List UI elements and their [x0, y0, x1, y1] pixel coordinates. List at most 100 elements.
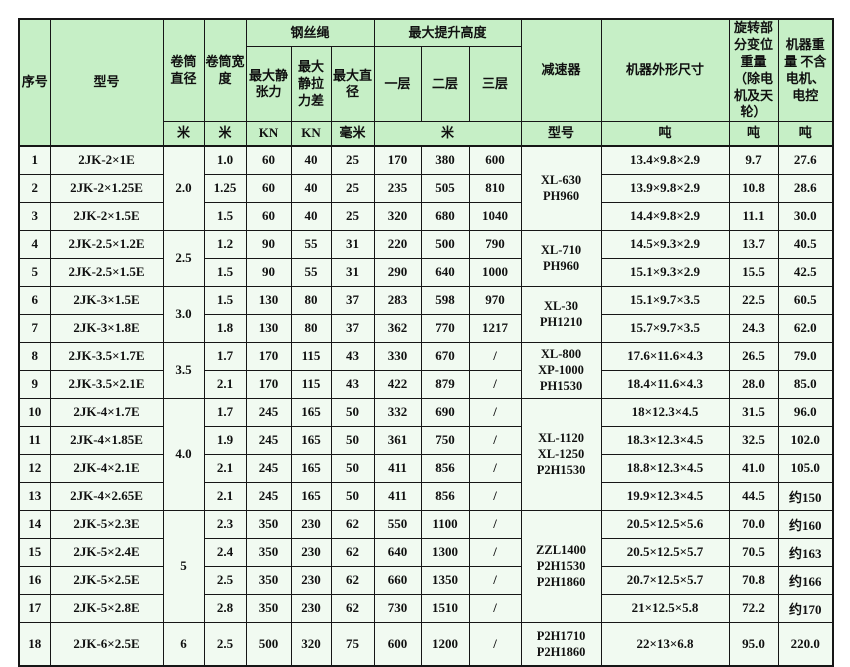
cell-height-layer2: 680	[420, 201, 470, 231]
cell-drum-width: 2.1	[203, 453, 247, 483]
table-row: 14 2JK-5×2.3E 5 2.3 350 230 62 550 1100/ZZL1400 …	[18, 509, 834, 623]
cell-max-rope-diameter: 50	[330, 453, 375, 483]
cell-height-layer2: 640	[420, 257, 470, 287]
cell-dimensions: 20.5×12.5×5.7	[600, 537, 730, 567]
cell-height-layer3: /	[468, 481, 522, 511]
cell-rotating-weight: 9.7	[728, 144, 779, 175]
cell-serial: 17	[18, 593, 51, 623]
cell-height-layer1: 411	[373, 481, 422, 511]
table-row: 17 2JK-5×2.8E 2.8 350 230 62 730 1510/ 21×12.5×5…	[18, 593, 834, 623]
cell-serial: 2	[18, 173, 51, 203]
cell-reducer: XL-800 XP-1000 PH1530	[520, 341, 602, 399]
cell-machine-weight: 约163	[777, 537, 834, 567]
spec-table: 序号 型号 卷筒直径 卷筒宽度 钢丝绳 最大提升高度 减速器 机器外形尺寸 旋转…	[18, 18, 835, 667]
unit-machine-dimensions: 吨	[600, 121, 730, 147]
cell-max-rope-diameter: 43	[330, 369, 375, 399]
header-max-rope-diameter: 最大直径	[330, 46, 375, 123]
cell-rotating-weight: 28.0	[728, 369, 779, 399]
cell-max-tension-diff: 55	[290, 257, 332, 287]
cell-max-rope-diameter: 50	[330, 397, 375, 427]
cell-drum-width: 1.2	[203, 229, 247, 259]
cell-serial: 6	[18, 285, 51, 315]
cell-height-layer3: 790	[468, 229, 522, 259]
header-layer1: 一层	[373, 46, 422, 123]
cell-dimensions: 14.4×9.8×2.9	[600, 201, 730, 231]
cell-model: 2JK-2×1.5E	[49, 201, 164, 231]
cell-rotating-weight: 41.0	[728, 453, 779, 483]
table-header: 序号 型号 卷筒直径 卷筒宽度 钢丝绳 最大提升高度 减速器 机器外形尺寸 旋转…	[18, 18, 834, 147]
cell-drum-width: 2.1	[203, 369, 247, 399]
cell-dimensions: 17.6×11.6×4.3	[600, 341, 730, 371]
table-row: 18 2JK-6×2.5E 6 2.5 500 320 75 600 1200/P2H1710 …	[18, 621, 834, 667]
cell-machine-weight: 85.0	[777, 369, 834, 399]
cell-rotating-weight: 10.8	[728, 173, 779, 203]
cell-drum-diameter: 2.5	[162, 229, 205, 287]
table-row: 11 2JK-4×1.85E 1.9 245 165 50 361 750/ 18.3×12.3…	[18, 425, 834, 455]
table-row: 4 2JK-2.5×1.2E 2.5 1.2 90 55 31 220 500 790 XL-710…	[18, 229, 834, 287]
cell-machine-weight: 40.5	[777, 229, 834, 259]
cell-max-static-tension: 245	[245, 453, 292, 483]
header-max-static-tension: 最大静张力	[245, 46, 292, 123]
unit-drum-width: 米	[203, 121, 247, 147]
table-row: 15 2JK-5×2.4E 2.4 350 230 62 640 1300/ 20.5×12.5…	[18, 537, 834, 567]
cell-machine-weight: 约166	[777, 565, 834, 595]
cell-reducer: XL-1120 XL-1250 P2H1530	[520, 397, 602, 511]
cell-max-rope-diameter: 25	[330, 173, 375, 203]
cell-max-rope-diameter: 31	[330, 257, 375, 287]
cell-machine-weight: 约170	[777, 593, 834, 623]
cell-max-rope-diameter: 37	[330, 285, 375, 315]
unit-machine-weight: 吨	[777, 121, 834, 147]
table-row: 13 2JK-4×2.65E 2.1 245 165 50 411 856/ 19.9×12.3…	[18, 481, 834, 511]
header-layer3: 三层	[468, 46, 522, 123]
cell-serial: 8	[18, 341, 51, 371]
table-row: 16 2JK-5×2.5E 2.5 350 230 62 660 1350/ 20.7×12.5…	[18, 565, 834, 595]
cell-height-layer1: 362	[373, 313, 422, 343]
cell-machine-weight: 约160	[777, 509, 834, 539]
cell-max-tension-diff: 230	[290, 509, 332, 539]
header-group-row: 序号 型号 卷筒直径 卷筒宽度 钢丝绳 最大提升高度 减速器 机器外形尺寸 旋转…	[18, 18, 834, 147]
cell-dimensions: 15.1×9.7×3.5	[600, 285, 730, 315]
cell-dimensions: 20.7×12.5×5.7	[600, 565, 730, 595]
cell-max-rope-diameter: 50	[330, 481, 375, 511]
cell-machine-weight: 60.5	[777, 285, 834, 315]
cell-reducer: XL-710 PH960	[520, 229, 602, 287]
table-row: 8 2JK-3.5×1.7E 3.5 1.7 170 115 43 330 670/XL-800…	[18, 341, 834, 399]
cell-model: 2JK-5×2.4E	[49, 537, 164, 567]
cell-max-static-tension: 60	[245, 201, 292, 231]
cell-max-rope-diameter: 50	[330, 425, 375, 455]
header-serial: 序号	[18, 18, 51, 147]
cell-height-layer3: /	[468, 509, 522, 539]
table-row: 1 2JK-2×1E 2.0 1.0 60 40 25 170 380 600 XL-630 PH9…	[18, 144, 834, 231]
cell-serial: 4	[18, 229, 51, 259]
cell-max-rope-diameter: 25	[330, 144, 375, 175]
cell-max-static-tension: 90	[245, 229, 292, 259]
cell-machine-weight: 105.0	[777, 453, 834, 483]
cell-max-tension-diff: 115	[290, 369, 332, 399]
header-wire-rope-group: 钢丝绳	[245, 18, 375, 48]
cell-max-static-tension: 245	[245, 481, 292, 511]
cell-height-layer3: 1040	[468, 201, 522, 231]
table-row: 3 2JK-2×1.5E 1.5 60 40 25 320 680 1040 14.4×9.8×2…	[18, 201, 834, 231]
cell-height-layer2: 670	[420, 341, 470, 371]
cell-model: 2JK-3.5×2.1E	[49, 369, 164, 399]
cell-model: 2JK-3.5×1.7E	[49, 341, 164, 371]
table-row: 2 2JK-2×1.25E 1.25 60 40 25 235 505 810 13.9×9.8×…	[18, 173, 834, 203]
cell-machine-weight: 102.0	[777, 425, 834, 455]
cell-height-layer3: 970	[468, 285, 522, 315]
cell-drum-width: 2.3	[203, 509, 247, 539]
cell-max-static-tension: 60	[245, 173, 292, 203]
cell-height-layer2: 879	[420, 369, 470, 399]
cell-max-tension-diff: 80	[290, 313, 332, 343]
cell-drum-width: 1.25	[203, 173, 247, 203]
cell-max-tension-diff: 40	[290, 144, 332, 175]
cell-drum-width: 2.4	[203, 537, 247, 567]
cell-height-layer2: 1100	[420, 509, 470, 539]
cell-height-layer2: 1300	[420, 537, 470, 567]
cell-height-layer1: 411	[373, 453, 422, 483]
header-machine-dimensions: 机器外形尺寸	[600, 18, 730, 123]
cell-dimensions: 18×12.3×4.5	[600, 397, 730, 427]
header-model: 型号	[49, 18, 164, 147]
cell-height-layer1: 600	[373, 621, 422, 667]
cell-max-tension-diff: 165	[290, 453, 332, 483]
cell-reducer: XL-630 PH960	[520, 144, 602, 231]
